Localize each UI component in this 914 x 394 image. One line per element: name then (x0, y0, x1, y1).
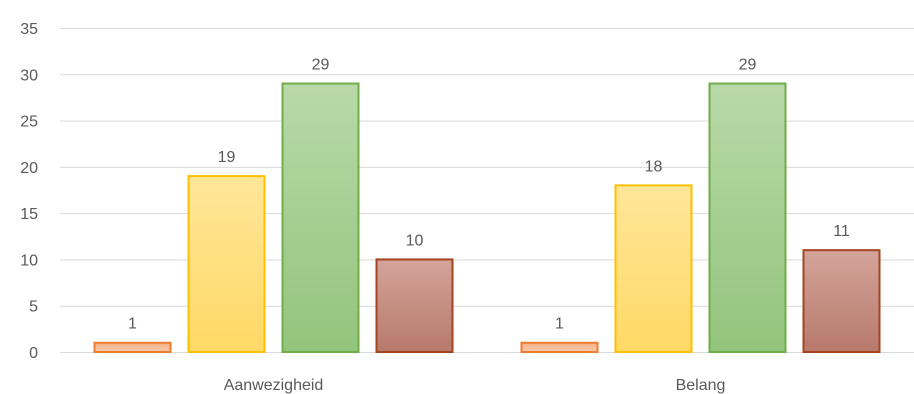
bar (93, 341, 172, 354)
y-tick-label: 25 (20, 114, 38, 131)
data-label: 1 (555, 316, 564, 333)
x-category-label: Aanwezigheid (224, 377, 324, 394)
bar (802, 249, 881, 354)
bar (520, 341, 599, 354)
bar (708, 82, 787, 354)
bars (93, 82, 881, 354)
bar (187, 175, 266, 353)
y-tick-label: 20 (20, 160, 38, 177)
y-tick-label: 0 (29, 345, 38, 362)
y-tick-label: 30 (20, 67, 38, 84)
x-category-label: Belang (676, 377, 726, 394)
data-label: 11 (833, 223, 850, 240)
y-tick-label: 10 (20, 252, 38, 269)
y-tick-label: 5 (29, 299, 38, 316)
data-label: 19 (218, 149, 236, 166)
data-label: 29 (739, 57, 757, 74)
data-label: 29 (312, 57, 330, 74)
bar (375, 258, 454, 353)
data-label: 10 (406, 232, 424, 249)
y-tick-label: 15 (20, 206, 38, 223)
x-axis-category-labels: Aanwezigheid Belang (224, 377, 726, 394)
bar (614, 184, 693, 353)
data-labels: 1 19 29 10 1 18 29 11 (128, 57, 850, 333)
data-label: 1 (128, 316, 137, 333)
data-label: 18 (645, 158, 663, 175)
y-tick-label: 35 (20, 21, 38, 38)
y-axis-tick-labels: 0 5 10 15 20 25 30 35 (20, 21, 38, 362)
bar (281, 82, 360, 354)
